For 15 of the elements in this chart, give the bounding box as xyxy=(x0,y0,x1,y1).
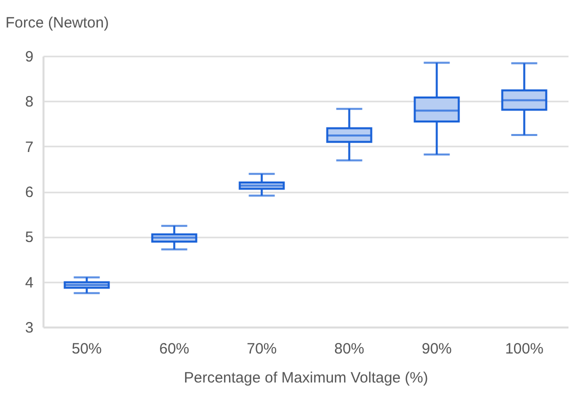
x-tick-label: 70% xyxy=(246,340,277,358)
y-axis-title: Force (Newton) xyxy=(6,14,109,32)
y-tick-label: 3 xyxy=(25,320,34,336)
x-tick-label: 80% xyxy=(334,340,364,358)
x-tick-label: 50% xyxy=(72,340,102,358)
y-tick-label: 6 xyxy=(25,184,34,201)
x-tick-label: 100% xyxy=(505,340,544,358)
y-tick-label: 7 xyxy=(25,138,34,156)
y-tick-label: 4 xyxy=(25,274,34,292)
x-tick-label: 90% xyxy=(422,340,452,358)
y-tick-label: 9 xyxy=(25,48,34,66)
y-tick-label: 5 xyxy=(25,229,34,246)
x-tick-label: 60% xyxy=(159,340,190,358)
x-axis-title: Percentage of Maximum Voltage (%) xyxy=(184,370,428,386)
y-tick-label: 8 xyxy=(25,94,34,111)
